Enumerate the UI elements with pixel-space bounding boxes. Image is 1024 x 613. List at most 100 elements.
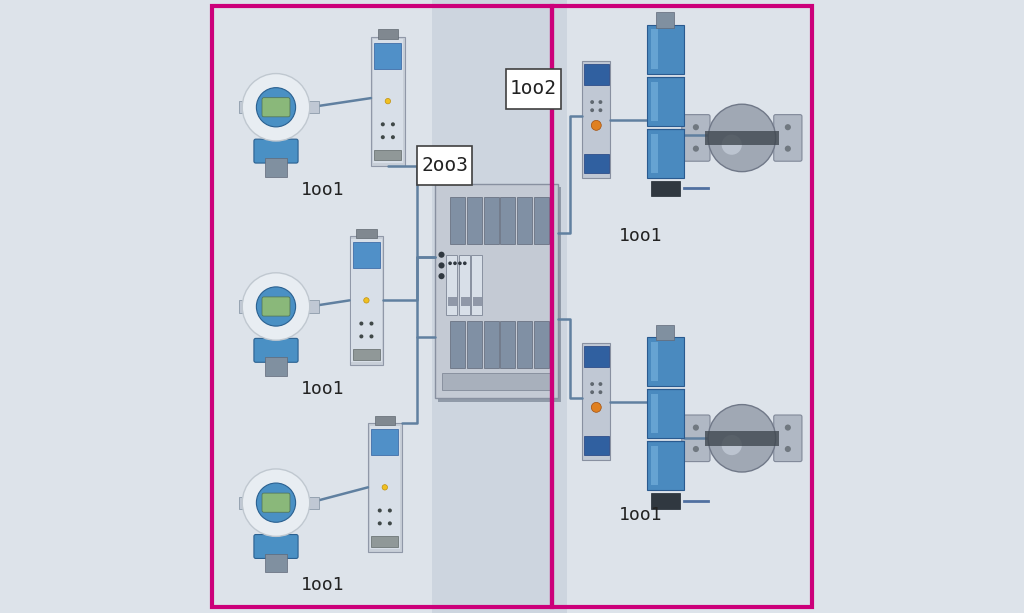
- Text: 2oo3: 2oo3: [421, 156, 468, 175]
- Bar: [441, 373, 552, 390]
- Bar: [349, 236, 383, 365]
- Circle shape: [391, 135, 395, 139]
- Bar: [650, 134, 657, 173]
- Circle shape: [598, 109, 602, 112]
- Bar: [501, 197, 515, 244]
- Bar: [584, 436, 608, 455]
- Bar: [471, 255, 482, 315]
- Bar: [240, 300, 252, 313]
- Bar: [370, 425, 400, 549]
- Circle shape: [243, 469, 309, 536]
- Bar: [353, 349, 380, 360]
- Circle shape: [378, 509, 382, 512]
- Circle shape: [784, 124, 791, 131]
- Circle shape: [391, 123, 395, 126]
- Circle shape: [359, 334, 364, 338]
- Bar: [240, 101, 252, 113]
- Bar: [647, 441, 684, 490]
- Bar: [705, 131, 779, 145]
- Bar: [650, 82, 657, 121]
- Circle shape: [381, 123, 385, 126]
- Circle shape: [243, 74, 309, 141]
- Circle shape: [370, 322, 374, 326]
- Bar: [501, 321, 515, 368]
- Bar: [371, 37, 404, 166]
- Text: 1oo1: 1oo1: [620, 227, 663, 245]
- Bar: [650, 446, 657, 485]
- Circle shape: [458, 262, 462, 265]
- Bar: [650, 342, 657, 381]
- Bar: [265, 158, 287, 177]
- Bar: [435, 184, 558, 398]
- Bar: [647, 129, 684, 178]
- Bar: [534, 321, 549, 368]
- Circle shape: [388, 521, 392, 525]
- Circle shape: [256, 88, 296, 127]
- FancyBboxPatch shape: [774, 415, 802, 462]
- Bar: [368, 423, 401, 552]
- Bar: [650, 394, 657, 433]
- Text: 1oo1: 1oo1: [300, 181, 344, 199]
- Bar: [372, 429, 398, 455]
- Bar: [584, 64, 608, 85]
- Circle shape: [709, 104, 775, 172]
- Circle shape: [598, 100, 602, 104]
- Bar: [451, 321, 465, 368]
- Bar: [473, 297, 482, 306]
- Bar: [705, 431, 779, 446]
- Bar: [265, 357, 287, 376]
- Bar: [650, 29, 657, 69]
- Bar: [375, 44, 401, 69]
- FancyBboxPatch shape: [774, 115, 802, 161]
- FancyBboxPatch shape: [682, 415, 710, 462]
- Circle shape: [591, 402, 601, 413]
- Circle shape: [722, 435, 741, 455]
- Bar: [432, 0, 567, 613]
- Bar: [647, 389, 684, 438]
- Bar: [584, 346, 608, 367]
- Circle shape: [243, 273, 309, 340]
- FancyBboxPatch shape: [254, 139, 298, 163]
- FancyBboxPatch shape: [417, 146, 472, 186]
- Bar: [483, 197, 499, 244]
- Circle shape: [378, 521, 382, 525]
- Bar: [306, 101, 318, 113]
- Circle shape: [598, 390, 602, 394]
- Bar: [650, 493, 680, 509]
- Circle shape: [454, 262, 457, 265]
- FancyBboxPatch shape: [254, 535, 298, 558]
- Bar: [449, 297, 458, 306]
- Circle shape: [693, 424, 699, 430]
- Circle shape: [591, 120, 601, 131]
- Bar: [583, 61, 610, 178]
- Text: 1oo1: 1oo1: [300, 576, 344, 595]
- FancyBboxPatch shape: [506, 69, 561, 109]
- Bar: [356, 229, 377, 238]
- Circle shape: [438, 252, 444, 258]
- Circle shape: [784, 446, 791, 452]
- Circle shape: [385, 99, 390, 104]
- Circle shape: [709, 405, 775, 472]
- Bar: [647, 337, 684, 386]
- Circle shape: [463, 262, 467, 265]
- Bar: [373, 39, 403, 163]
- Circle shape: [381, 135, 385, 139]
- Circle shape: [590, 109, 594, 112]
- Bar: [647, 25, 684, 74]
- Circle shape: [693, 124, 699, 131]
- Bar: [375, 416, 395, 425]
- Bar: [534, 197, 549, 244]
- Bar: [647, 77, 684, 126]
- Circle shape: [256, 483, 296, 522]
- Circle shape: [388, 509, 392, 512]
- Bar: [306, 497, 318, 509]
- Bar: [306, 300, 318, 313]
- Circle shape: [382, 485, 387, 490]
- Bar: [265, 554, 287, 572]
- Circle shape: [438, 262, 444, 268]
- Circle shape: [784, 424, 791, 430]
- Circle shape: [590, 390, 594, 394]
- Bar: [446, 255, 458, 315]
- Bar: [451, 197, 465, 244]
- Bar: [650, 181, 680, 196]
